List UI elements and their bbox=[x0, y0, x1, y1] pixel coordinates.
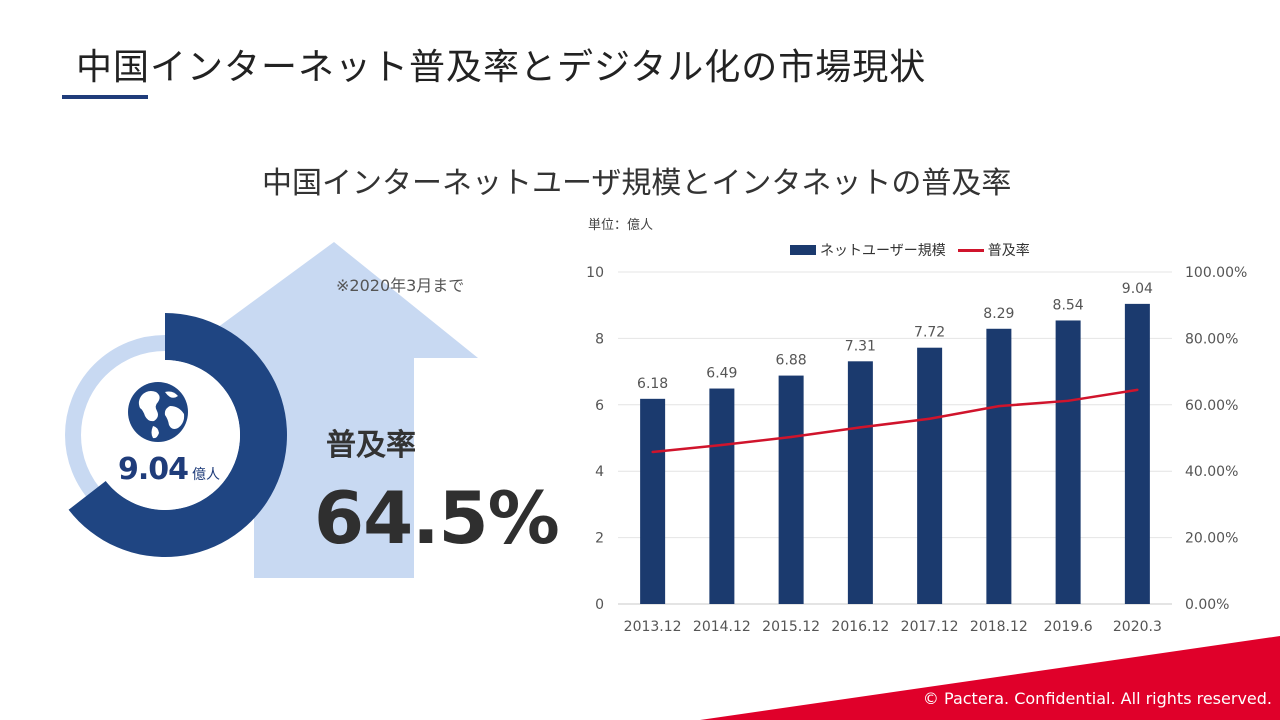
donut-dark-arc bbox=[68, 313, 288, 557]
x-tick-label: 2016.12 bbox=[831, 619, 889, 635]
bar bbox=[847, 361, 873, 604]
legend-bar-swatch bbox=[790, 245, 816, 255]
page-title: 中国インターネット普及率とデジタル化の市場現状 bbox=[76, 47, 927, 88]
chart-title: 中国インターネットユーザ規模とインタネットの普及率 bbox=[262, 166, 1012, 201]
date-note: ※2020年3月まで bbox=[336, 276, 465, 295]
bar bbox=[709, 388, 735, 604]
unit-label: 単位：億人 bbox=[588, 218, 654, 233]
users-unit: 億人 bbox=[192, 467, 221, 483]
bar-data-label: 9.04 bbox=[1122, 281, 1153, 297]
globe-icon bbox=[128, 382, 188, 442]
legend-line-swatch bbox=[957, 248, 984, 252]
up-arrow-shape bbox=[176, 242, 478, 578]
y-tick-left: 8 bbox=[595, 331, 604, 347]
users-value: 9.04 bbox=[118, 452, 189, 487]
y-tick-right: 60.00% bbox=[1185, 398, 1238, 414]
x-tick-label: 2020.3 bbox=[1113, 619, 1162, 635]
rate-point bbox=[928, 417, 931, 420]
y-tick-left: 2 bbox=[595, 531, 604, 547]
rate-point bbox=[1136, 388, 1139, 392]
y-tick-left: 0 bbox=[595, 597, 604, 613]
y-tick-left: 4 bbox=[595, 464, 604, 480]
y-tick-right: 20.00% bbox=[1185, 531, 1238, 547]
infographic bbox=[57, 242, 478, 578]
rate-value: 64.5% bbox=[314, 476, 560, 560]
legend-bar-label: ネットユーザー規模 bbox=[820, 243, 946, 259]
x-tick-label: 2015.12 bbox=[762, 619, 820, 635]
rate-point bbox=[651, 450, 654, 454]
bar-data-label: 6.18 bbox=[637, 376, 668, 392]
copyright-text: © Pactera. Confidential. All rights rese… bbox=[922, 689, 1272, 708]
rate-label: 普及率 bbox=[326, 428, 416, 463]
legend-line-label: 普及率 bbox=[987, 243, 1030, 259]
y-tick-left: 10 bbox=[586, 265, 604, 281]
y-tick-right: 0.00% bbox=[1185, 597, 1229, 613]
y-tick-right: 100.00% bbox=[1185, 265, 1247, 281]
x-tick-label: 2017.12 bbox=[901, 619, 959, 635]
bar bbox=[986, 328, 1012, 604]
rate-point bbox=[1066, 399, 1070, 403]
users-figure: 9.04 億人 bbox=[118, 452, 220, 487]
bar-data-label: 7.72 bbox=[914, 325, 945, 341]
rate-point bbox=[859, 426, 862, 429]
bar bbox=[917, 347, 943, 604]
bar-data-label: 6.88 bbox=[776, 353, 807, 369]
y-tick-right: 80.00% bbox=[1185, 331, 1238, 347]
x-tick-label: 2018.12 bbox=[970, 619, 1028, 635]
x-tick-label: 2014.12 bbox=[693, 619, 751, 635]
rate-point bbox=[789, 435, 793, 439]
x-tick-label: 2013.12 bbox=[624, 619, 682, 635]
rate-point bbox=[720, 443, 724, 447]
rate-line bbox=[652, 388, 1138, 454]
x-tick-label: 2019.6 bbox=[1044, 619, 1093, 635]
bar bbox=[1124, 303, 1150, 604]
y-tick-left: 6 bbox=[595, 398, 604, 414]
bar-data-label: 7.31 bbox=[845, 338, 876, 354]
bar-data-label: 8.29 bbox=[983, 306, 1014, 322]
bar bbox=[778, 375, 804, 604]
title-underline bbox=[62, 95, 148, 99]
y-tick-right: 40.00% bbox=[1185, 464, 1238, 480]
rate-point bbox=[997, 404, 1001, 408]
bar-data-label: 8.54 bbox=[1053, 297, 1084, 313]
bar-data-label: 6.49 bbox=[706, 366, 737, 382]
bar bbox=[640, 398, 666, 604]
bar bbox=[1055, 320, 1081, 604]
chart-legend: ネットユーザー規模 普及率 bbox=[790, 240, 1030, 260]
